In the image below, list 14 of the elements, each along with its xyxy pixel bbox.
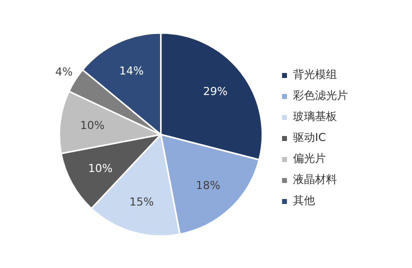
data-label: 18%: [196, 179, 220, 192]
legend-label: 彩色滤光片: [293, 88, 348, 103]
legend-label: 液晶材料: [293, 172, 337, 187]
data-label: 10%: [80, 119, 105, 132]
legend-label: 偏光片: [293, 151, 326, 166]
data-label: 4%: [55, 66, 73, 79]
legend-label: 其他: [293, 193, 315, 208]
data-label: 15%: [129, 195, 154, 208]
legend-label: 玻璃基板: [293, 109, 337, 124]
legend-label: 驱动IC: [293, 130, 326, 145]
legend-label: 背光模组: [293, 67, 337, 82]
data-label: 10%: [88, 162, 113, 175]
data-label: 29%: [203, 85, 228, 98]
data-label: 14%: [119, 64, 144, 78]
